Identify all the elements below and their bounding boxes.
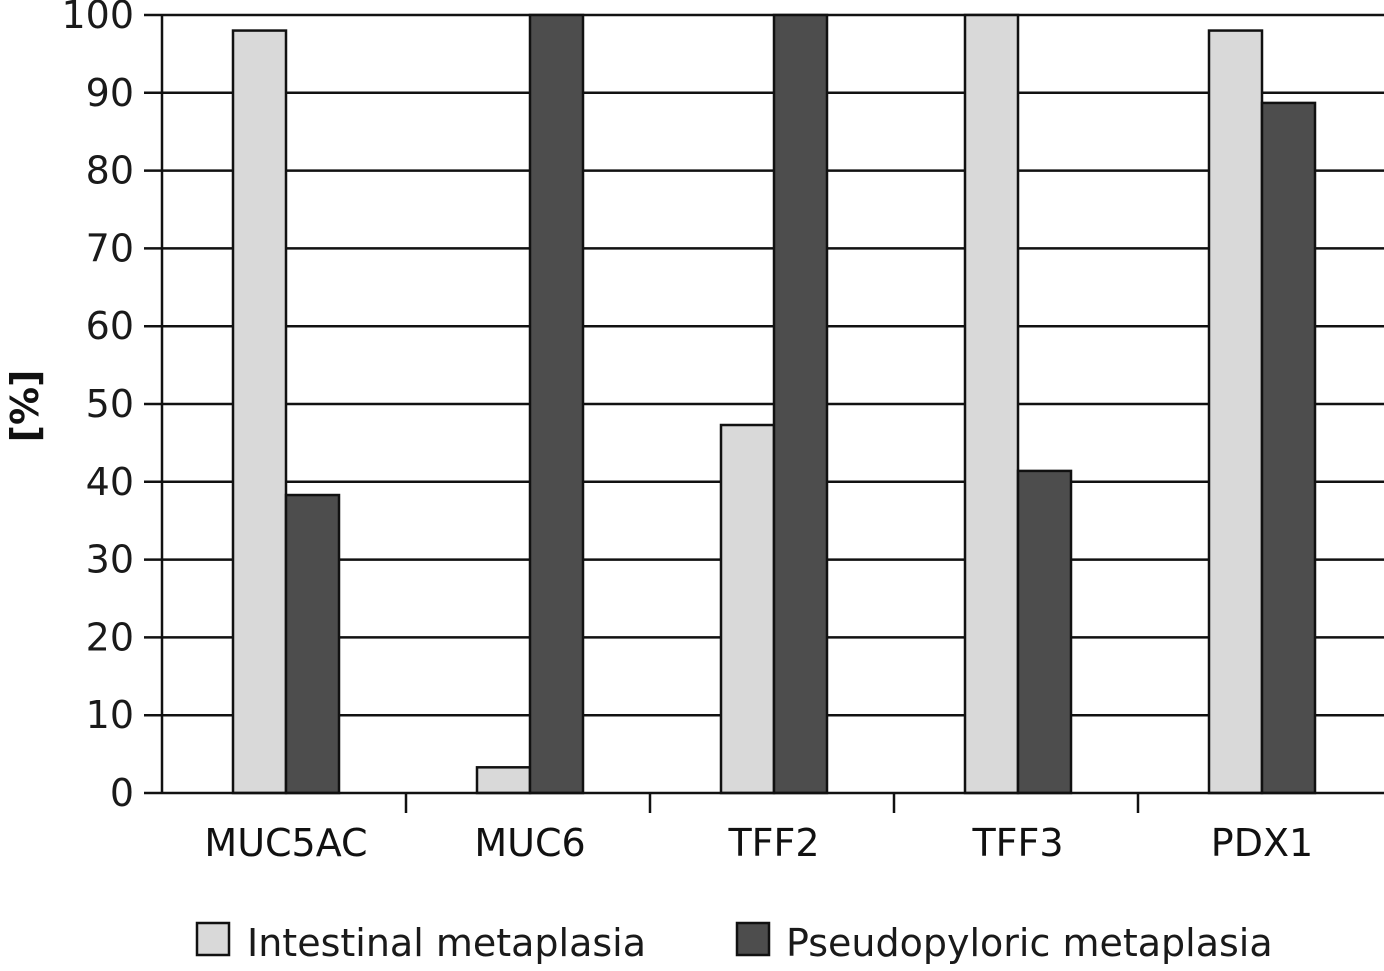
bar-tff3-series-2 [1016,469,1073,795]
y-tick-label: 40 [86,460,134,504]
y-tick-label: 60 [86,304,134,348]
axes [144,13,1384,813]
bar-pdx1-series-1 [1207,29,1264,795]
y-tick-label: 20 [86,615,134,659]
bar-pdx1-series-2 [1260,101,1317,795]
x-category-label: PDX1 [1211,821,1313,865]
labels: 0 10 20 30 40 50 60 70 80 90 100 MUC5AC MUC6 TFF2 TFF3… [61,0,1313,865]
legend: Intestinal metaplasia Pseudopyloric metap… [195,921,1273,965]
bar-muc5ac-series-1 [231,29,288,795]
y-tick-label: 50 [86,382,134,426]
x-category-label: MUC5AC [204,821,367,865]
y-tick-label: 10 [86,693,134,737]
bar-muc6-series-1 [475,766,532,795]
y-axis-title: [%] [3,370,47,443]
y-tick-label: 70 [86,226,134,270]
bar-tff3-series-1 [963,13,1020,795]
legend-swatch [195,921,231,957]
legend-swatch [735,921,771,957]
y-tick-label: 30 [86,538,134,582]
y-tick-label: 80 [86,149,134,193]
bars [231,13,1317,795]
bar-muc5ac-series-2 [284,493,341,795]
y-tick-label: 100 [61,0,134,37]
bar-tff2-series-2 [772,13,829,795]
bar-muc6-series-2 [528,13,585,795]
x-category-label: TFF2 [727,821,819,865]
legend-label: Intestinal metaplasia [247,921,646,965]
x-category-label: TFF3 [971,821,1063,865]
bar-tff2-series-1 [719,423,776,795]
y-tick-label: 0 [110,771,134,815]
x-category-label: MUC6 [474,821,585,865]
y-tick-label: 90 [86,71,134,115]
legend-label: Pseudopyloric metaplasia [786,921,1273,965]
